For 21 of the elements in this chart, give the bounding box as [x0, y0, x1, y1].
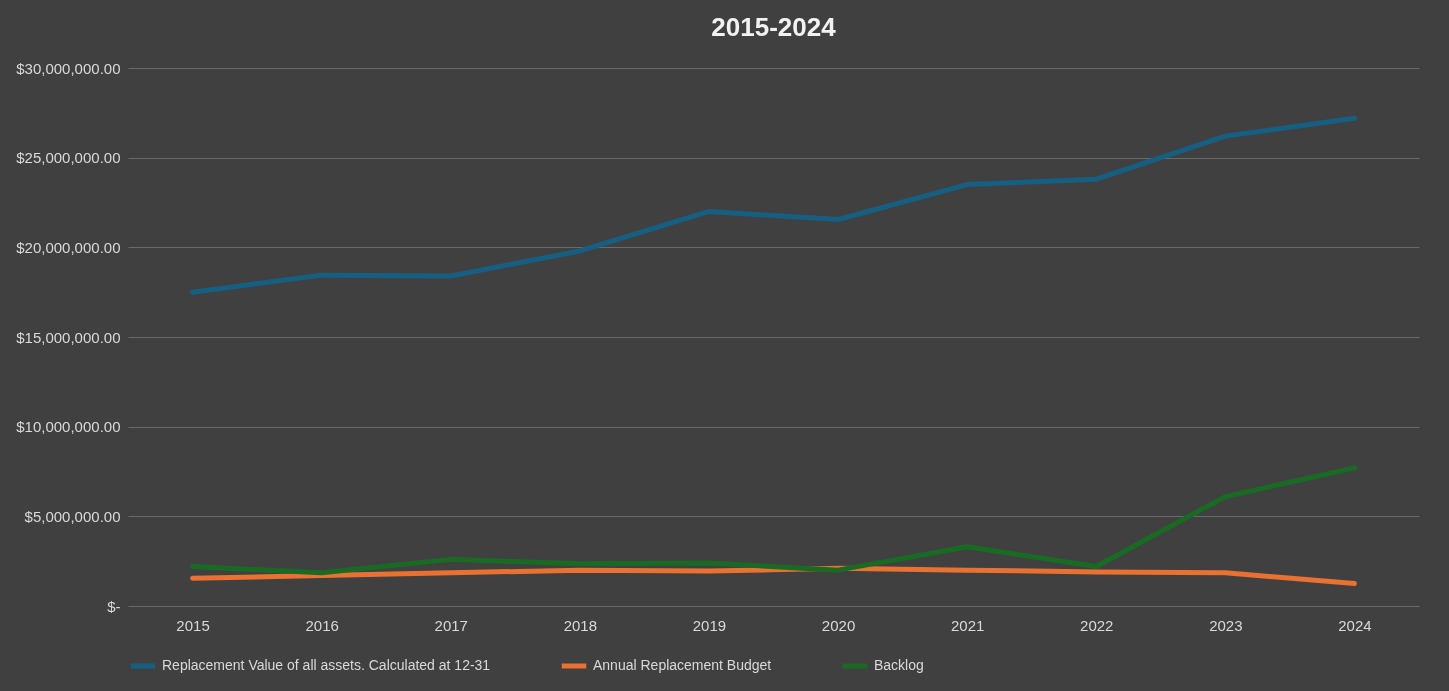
y-tick-label: $25,000,000.00 [16, 149, 121, 167]
x-tick-label: 2024 [1338, 616, 1372, 634]
x-tick-label: 2021 [950, 616, 985, 634]
legend-label: Replacement Value of all assets. Calculated at 12-31 [162, 657, 491, 673]
x-tick-label: 2018 [563, 616, 598, 634]
legend-label: Backlog [874, 657, 924, 673]
x-tick-label: 2019 [692, 616, 727, 634]
y-tick-label: $5,000,000.00 [24, 507, 121, 525]
y-tick-label: $20,000,000.00 [16, 238, 121, 256]
y-tick-label: $10,000,000.00 [16, 418, 121, 436]
chart-title: 2015-2024 [711, 12, 837, 42]
y-tick-label: $15,000,000.00 [16, 328, 121, 346]
x-tick-label: 2023 [1209, 616, 1243, 634]
x-tick-label: 2017 [434, 616, 468, 634]
x-tick-label: 2020 [821, 616, 856, 634]
legend-label: Annual Replacement Budget [593, 657, 772, 673]
x-tick-label: 2022 [1080, 616, 1114, 634]
y-tick-label: $- [107, 597, 121, 615]
x-tick-label: 2016 [305, 616, 339, 634]
x-tick-label: 2015 [176, 616, 210, 634]
y-tick-label: $30,000,000.00 [16, 59, 121, 77]
